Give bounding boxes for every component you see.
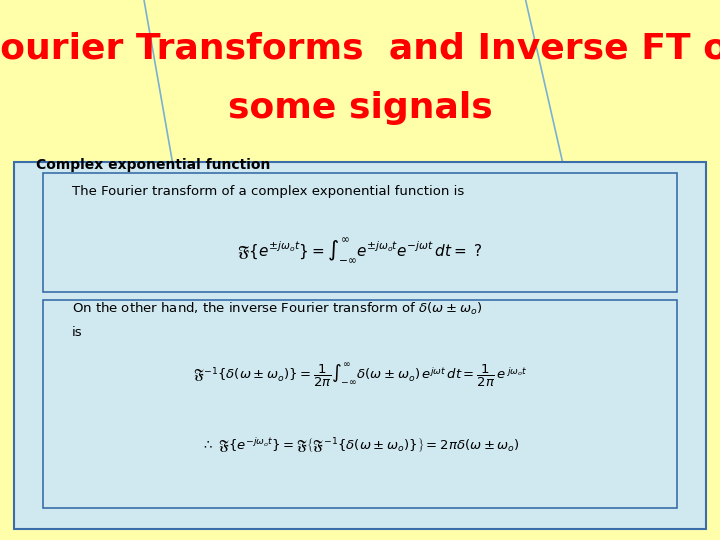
Text: Complex exponential function: Complex exponential function — [36, 158, 271, 172]
FancyBboxPatch shape — [43, 173, 677, 292]
Text: is: is — [72, 326, 83, 339]
Text: On the other hand, the inverse Fourier transform of $\delta(\omega \pm \omega_o): On the other hand, the inverse Fourier t… — [72, 301, 482, 317]
Text: The Fourier transform of a complex exponential function is: The Fourier transform of a complex expon… — [72, 185, 464, 198]
Text: some signals: some signals — [228, 91, 492, 125]
Text: $\mathfrak{F}^{-1}\left\{\delta(\omega \pm \omega_o)\right\} = \dfrac{1}{2\pi} \: $\mathfrak{F}^{-1}\left\{\delta(\omega \… — [193, 361, 527, 389]
Text: Fourier Transforms  and Inverse FT of: Fourier Transforms and Inverse FT of — [0, 32, 720, 65]
Text: $\mathfrak{F}\left\{e^{\pm j\omega_o t}\right\} = \int_{-\infty}^{\infty} e^{\pm: $\mathfrak{F}\left\{e^{\pm j\omega_o t}\… — [238, 237, 482, 266]
FancyBboxPatch shape — [14, 162, 706, 529]
Text: $\therefore\; \mathfrak{F}\left\{e^{-j\omega_o t}\right\} = \mathfrak{F}\left\{\: $\therefore\; \mathfrak{F}\left\{e^{-j\o… — [201, 436, 519, 455]
FancyBboxPatch shape — [43, 300, 677, 508]
